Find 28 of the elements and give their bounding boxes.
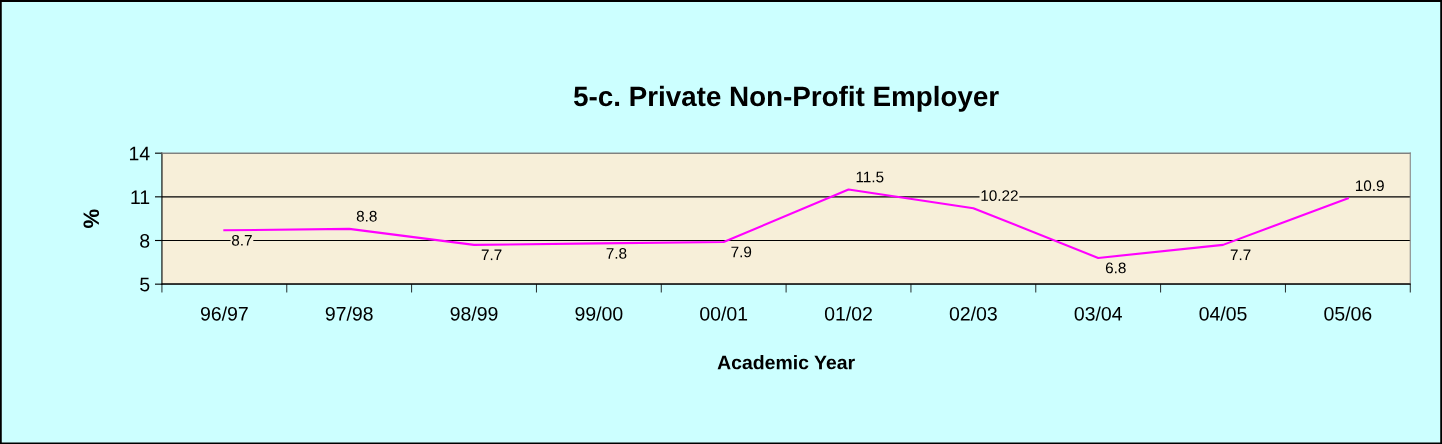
data-label: 10.22	[981, 190, 1018, 202]
x-tick-label: 96/97	[200, 306, 248, 321]
data-label: 11.5	[856, 171, 884, 183]
x-tick-label: 00/01	[700, 306, 748, 321]
x-tick-label: 03/04	[1074, 306, 1122, 321]
x-tick-label: 01/02	[824, 306, 872, 321]
x-tick-label: 97/98	[325, 306, 373, 321]
data-label: 7.7	[1230, 249, 1251, 261]
y-tick-label: 5	[140, 277, 150, 292]
data-label: 8.8	[356, 210, 377, 222]
y-axis-title: %	[83, 209, 100, 228]
x-tick-label: 98/99	[450, 306, 498, 321]
y-tick-label: 11	[131, 190, 150, 204]
data-label: 8.7	[231, 234, 252, 246]
x-tick-label: 05/06	[1324, 306, 1372, 321]
data-label: 6.8	[1105, 262, 1126, 274]
x-tick-label: 02/03	[949, 306, 997, 321]
x-tick-label: 04/05	[1199, 306, 1247, 321]
data-label: 7.7	[481, 249, 502, 261]
x-axis-title: Academic Year	[717, 355, 855, 370]
x-tick-label: 99/00	[575, 306, 623, 321]
data-label: 7.9	[731, 246, 752, 258]
chart-title: 5-c. Private Non-Profit Employer	[573, 85, 999, 112]
line-series	[223, 188, 1349, 259]
data-label: 10.9	[1355, 180, 1384, 192]
data-label: 7.8	[606, 247, 627, 259]
y-tick-label: 14	[129, 146, 150, 161]
y-tick-label: 8	[140, 233, 150, 248]
